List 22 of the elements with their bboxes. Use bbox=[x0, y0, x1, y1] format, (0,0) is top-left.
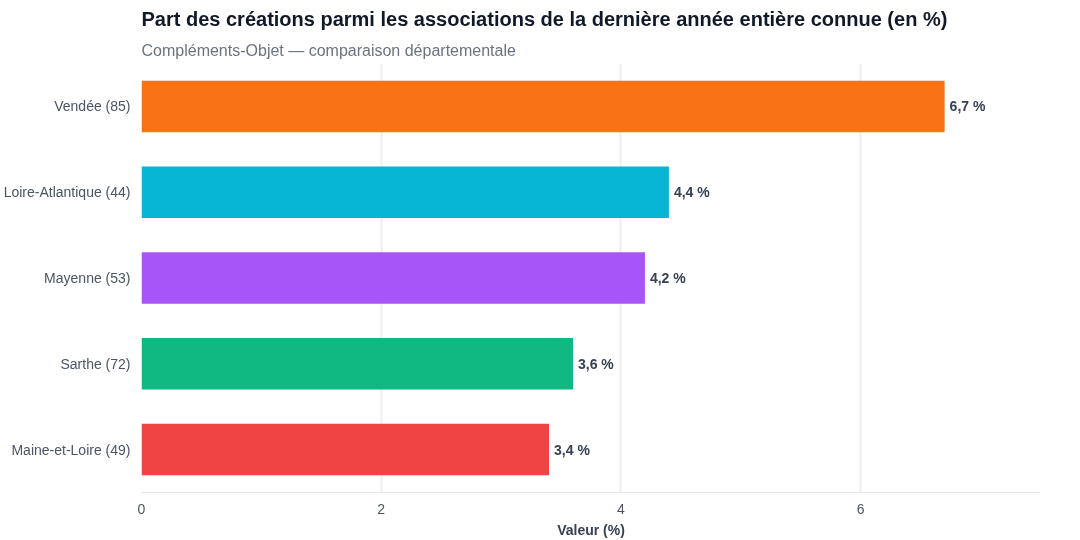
x-tick-label: 2 bbox=[377, 500, 386, 517]
data-label: 3,4 % bbox=[554, 441, 591, 458]
bar bbox=[141, 423, 550, 476]
y-tick-label: Loire-Atlantique (44) bbox=[3, 184, 131, 201]
y-tick-label: Mayenne (53) bbox=[44, 270, 131, 286]
bar bbox=[141, 166, 669, 218]
x-tick-label: 6 bbox=[856, 500, 865, 517]
data-label: 6,7 % bbox=[949, 98, 986, 115]
bar bbox=[141, 80, 945, 133]
chart-title: Part des créations parmi les associations de la dernière année entière connue (en %) bbox=[141, 7, 948, 30]
y-tick-label: Sarthe (72) bbox=[60, 355, 131, 372]
bar bbox=[141, 338, 574, 390]
x-tick-label: 4 bbox=[617, 500, 626, 517]
data-label: 3,6 % bbox=[578, 355, 615, 372]
x-axis-title: Valeur (%) bbox=[557, 521, 625, 538]
data-label: 4,2 % bbox=[649, 270, 687, 286]
y-tick-label: Maine-et-Loire (49) bbox=[11, 441, 131, 458]
chart-subtitle: Compléments-Objet — comparaison départementale bbox=[141, 41, 516, 59]
x-tick-label: 0 bbox=[137, 500, 146, 517]
y-tick-label: Vendée (85) bbox=[54, 98, 131, 115]
bar bbox=[141, 252, 645, 304]
data-label: 4,4 % bbox=[673, 184, 711, 201]
